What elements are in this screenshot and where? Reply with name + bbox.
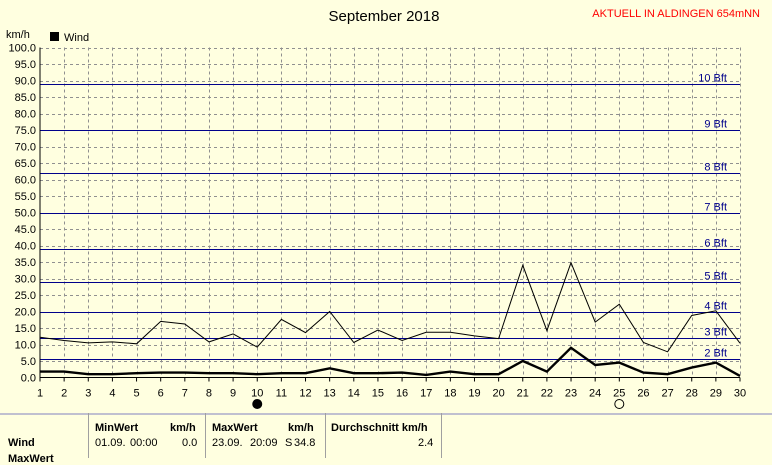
- x-tick-label: 7: [182, 388, 188, 400]
- beaufort-label: 8 Bft: [704, 162, 727, 174]
- y-tick-label: 100.0: [8, 43, 36, 55]
- x-tick-label: 21: [517, 388, 529, 400]
- footer-separator: [88, 413, 89, 458]
- max-date: 23.09.: [212, 437, 243, 449]
- series-gust-line: [39, 261, 741, 353]
- min-header: MinWert: [95, 422, 139, 434]
- y-tick-label: 80.0: [15, 109, 36, 121]
- y-tick-labels: 0.0 5.0 10.0 15.0 20.0 25.0 30.0 35.0 40.0 45.0 50…: [8, 43, 36, 385]
- series-wind-line: [40, 346, 741, 377]
- x-tick-labels: 1 2 3 4 5 6 7 8 9 10 11 12 13 14 15 16 17 18 19 20 21 22 23 24 2…: [37, 377, 746, 400]
- x-tick-label: 10: [251, 388, 263, 400]
- y-tick-label: 45.0: [15, 224, 36, 236]
- full-moon-icon: [614, 399, 625, 409]
- avg-header: Durchschnitt km/h: [331, 422, 428, 434]
- legend-label: Wind: [64, 32, 89, 44]
- beaufort-label: 3 Bft: [704, 327, 727, 339]
- x-tick-label: 24: [589, 388, 601, 400]
- x-tick-label: 19: [468, 388, 480, 400]
- footer-separator: [325, 413, 326, 458]
- new-moon-icon: [252, 399, 263, 409]
- y-tick-label: 25.0: [15, 290, 36, 302]
- x-tick-label: 23: [565, 388, 577, 400]
- x-tick-label: 3: [85, 388, 91, 400]
- y-tick-label: 85.0: [15, 92, 36, 104]
- y-tick-label: 55.0: [15, 191, 36, 203]
- y-tick-label: 30.0: [15, 274, 36, 286]
- footer-separator: [205, 413, 206, 458]
- x-tick-label: 18: [444, 388, 456, 400]
- beaufort-label: 6 Bft: [704, 238, 727, 250]
- y-tick-label: 70.0: [15, 142, 36, 154]
- y-tick-label: 20.0: [15, 307, 36, 319]
- max-header: MaxWert: [212, 422, 258, 434]
- max-direction: S: [285, 437, 293, 449]
- max-value: 34.8: [294, 437, 316, 449]
- stats-footer: Wind MaxWert MinWert km/h 01.09. 00:00 0…: [0, 413, 772, 465]
- x-tick-label: 20: [492, 388, 504, 400]
- x-tick-label: 14: [348, 388, 360, 400]
- beaufort-label: 9 Bft: [704, 119, 727, 131]
- series-group: [39, 261, 741, 377]
- min-unit: km/h: [170, 422, 196, 434]
- legend-swatch: [50, 32, 59, 41]
- y-axis-unit: km/h: [6, 29, 30, 41]
- x-tick-label: 2: [61, 388, 67, 400]
- x-tick-label: 25: [613, 388, 625, 400]
- y-tick-label: 15.0: [15, 323, 36, 335]
- x-tick-label: 11: [276, 388, 287, 400]
- y-tick-label: 0.0: [21, 373, 36, 385]
- x-tick-label: 5: [133, 388, 139, 400]
- y-tick-label: 50.0: [15, 208, 36, 220]
- x-tick-label: 13: [324, 388, 336, 400]
- x-tick-label: 16: [396, 388, 408, 400]
- footer-band: [0, 413, 772, 415]
- y-tick-label: 40.0: [15, 241, 36, 253]
- y-tick-label: 75.0: [15, 125, 36, 137]
- y-tick-label: 90.0: [15, 76, 36, 88]
- beaufort-lines: 2 Bft 3 Bft 4 Bft 5 Bft 6 Bft 7 Bft 8 Bft 9 Bft…: [40, 73, 740, 360]
- beaufort-label: 4 Bft: [704, 301, 727, 313]
- wind-chart: September 2018 AKTUELL IN ALDINGEN 654mN…: [6, 8, 760, 409]
- max-time: 20:09: [250, 437, 278, 449]
- x-tick-label: 8: [206, 388, 212, 400]
- min-date: 01.09.: [95, 437, 126, 449]
- beaufort-label: 5 Bft: [704, 271, 727, 283]
- footer-separator: [441, 413, 442, 458]
- avg-value: 2.4: [418, 437, 434, 449]
- x-tick-label: 4: [109, 388, 115, 400]
- y-tick-label: 5.0: [21, 356, 36, 368]
- x-tick-label: 28: [686, 388, 698, 400]
- beaufort-label: 2 Bft: [704, 348, 727, 360]
- y-tick-label: 60.0: [15, 175, 36, 187]
- footer-row-label-2: MaxWert: [8, 453, 54, 465]
- x-tick-label: 17: [420, 388, 432, 400]
- y-tick-label: 95.0: [15, 59, 36, 71]
- station-label: AKTUELL IN ALDINGEN 654mNN: [592, 8, 760, 20]
- grid-lines: [40, 47, 741, 378]
- x-tick-label: 6: [158, 388, 164, 400]
- x-tick-label: 27: [661, 388, 673, 400]
- y-tick-label: 10.0: [15, 340, 36, 352]
- y-tick-label: 35.0: [15, 257, 36, 269]
- beaufort-label: 10 Bft: [698, 73, 727, 85]
- x-tick-label: 30: [734, 388, 746, 400]
- x-tick-label: 29: [710, 388, 722, 400]
- x-tick-label: 12: [299, 388, 311, 400]
- x-tick-label: 26: [637, 388, 649, 400]
- footer-row-label: Wind: [8, 437, 35, 449]
- chart-title: September 2018: [329, 8, 440, 25]
- y-tick-label: 65.0: [15, 158, 36, 170]
- x-tick-label: 9: [230, 388, 236, 400]
- moon-phase-markers: [252, 399, 625, 409]
- min-time: 00:00: [130, 437, 158, 449]
- max-unit: km/h: [288, 422, 314, 434]
- x-tick-label: 22: [541, 388, 553, 400]
- min-value: 0.0: [182, 437, 198, 449]
- beaufort-label: 7 Bft: [704, 202, 727, 214]
- x-tick-label: 15: [372, 388, 384, 400]
- x-tick-label: 1: [37, 388, 43, 400]
